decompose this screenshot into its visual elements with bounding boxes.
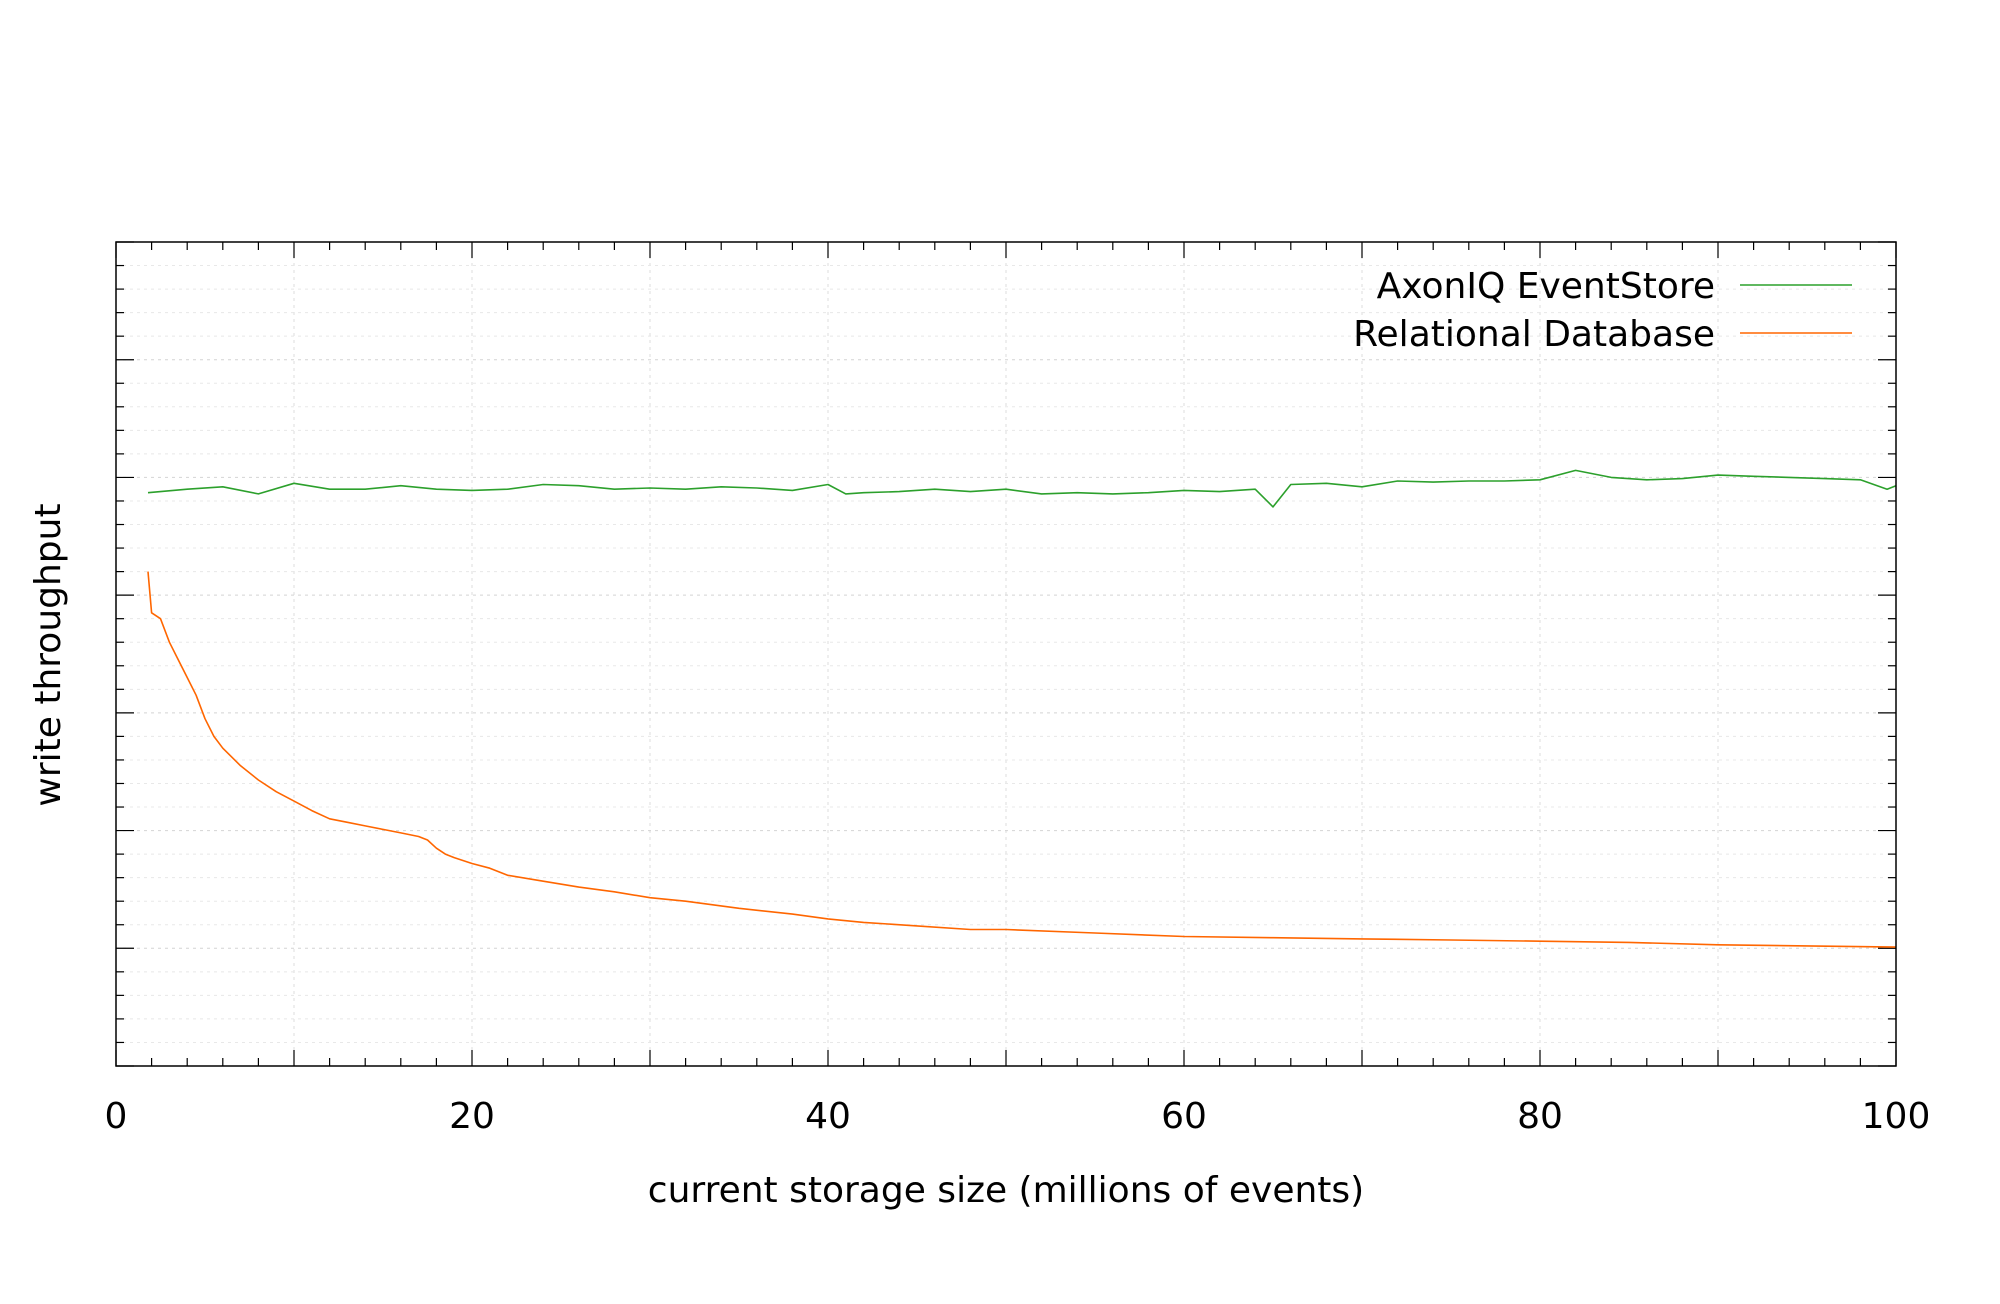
- series-line-relational: [147, 571, 1897, 948]
- grid: [116, 242, 1896, 1066]
- x-tick-labels: 0 20 40 60 80 100: [105, 1096, 1931, 1137]
- x-tick-label: 100: [1862, 1096, 1931, 1137]
- series-line-axoniq: [147, 469, 1897, 508]
- legend-label-axoniq: AxonIQ EventStore: [1377, 266, 1715, 307]
- legend: AxonIQ EventStore Relational Database: [1353, 266, 1852, 355]
- x-tick-label: 40: [805, 1096, 851, 1137]
- x-tick-label: 80: [1517, 1096, 1563, 1137]
- y-axis-label: write throughput: [28, 503, 69, 806]
- x-tick-label: 20: [449, 1096, 495, 1137]
- x-axis-label: current storage size (millions of events…: [648, 1170, 1364, 1211]
- axis-ticks: [115, 241, 1897, 1067]
- legend-label-relational: Relational Database: [1353, 314, 1715, 355]
- plot-frame: [115, 241, 1897, 1067]
- series-lines: [147, 469, 1897, 948]
- x-tick-label: 60: [1161, 1096, 1207, 1137]
- x-tick-label: 0: [105, 1096, 128, 1137]
